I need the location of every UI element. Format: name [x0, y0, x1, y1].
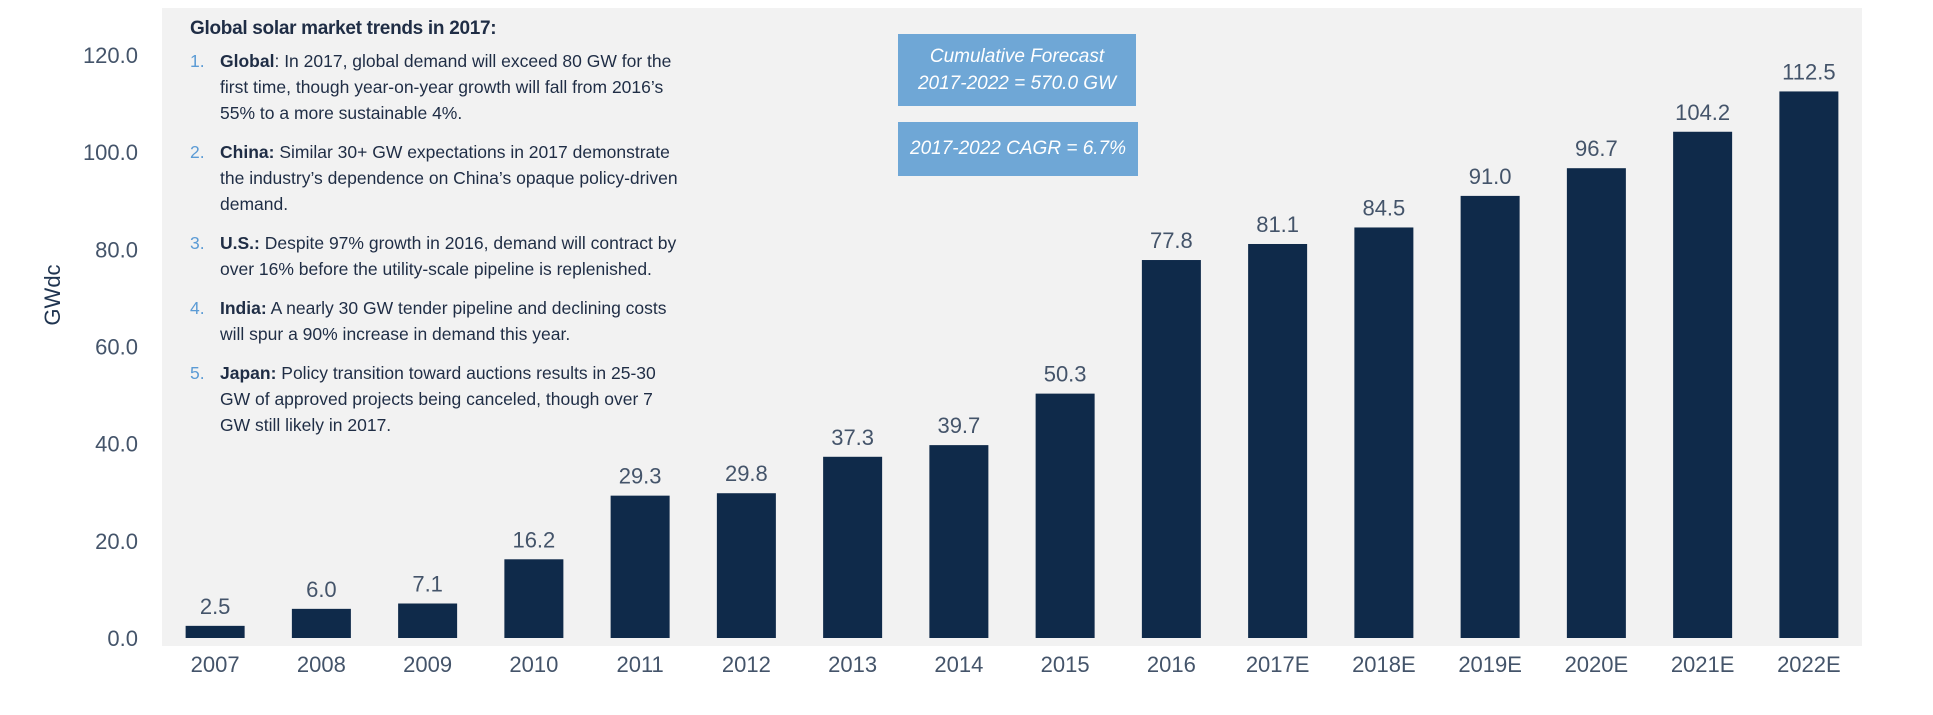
y-axis-ticks: 0.0 20.0 40.0 60.0 80.0 100.0 120.0 [83, 43, 138, 651]
bar-2010 [504, 559, 564, 638]
x-tick-label: 2013 [828, 652, 877, 677]
note-text: In 2017, global demand will exceed 80 GW… [220, 51, 672, 123]
data-label: 77.8 [1150, 228, 1193, 253]
data-label: 29.3 [619, 464, 662, 489]
x-tick-label: 2008 [297, 652, 346, 677]
data-label: 29.8 [725, 461, 768, 486]
x-tick-label: 2016 [1147, 652, 1196, 677]
y-axis-label: GWdc [40, 264, 65, 325]
x-tick-label: 2012 [722, 652, 771, 677]
x-tick-label: 2010 [509, 652, 558, 677]
note-number: 5. [190, 363, 205, 383]
note-item-india: 4. India: A nearly 30 GW tender pipeline … [190, 295, 680, 347]
data-label: 39.7 [937, 413, 980, 438]
bar-2011 [610, 495, 670, 638]
bar-2009 [398, 603, 458, 638]
note-separator: : [274, 51, 285, 71]
note-heading: Global [220, 51, 275, 71]
forecast-callout-line2: 2017-2022 = 570.0 GW [917, 73, 1117, 94]
data-label: 37.3 [831, 425, 874, 450]
note-item-japan: 5. Japan: Policy transition toward auctio… [190, 360, 680, 438]
x-tick-label: 2019E [1458, 652, 1522, 677]
data-label: 84.5 [1362, 195, 1405, 220]
bar-2014 [929, 445, 989, 638]
bar-2019e [1460, 195, 1520, 638]
bar-2016 [1141, 260, 1201, 638]
note-text: A nearly 30 GW tender pipeline and decli… [220, 298, 667, 344]
data-label: 16.2 [512, 527, 555, 552]
bar-2013 [823, 456, 883, 638]
x-tick-label: 2018E [1352, 652, 1416, 677]
x-tick-label: 2011 [616, 652, 663, 677]
bar-2021e [1673, 131, 1733, 639]
note-number: 2. [190, 142, 205, 162]
x-tick-label: 2022E [1777, 652, 1841, 677]
y-tick-label: 80.0 [95, 237, 138, 262]
data-label: 91.0 [1469, 164, 1512, 189]
note-heading: India: [220, 298, 267, 318]
y-tick-label: 40.0 [95, 432, 138, 457]
data-labels: 2.5 6.0 7.1 16.2 29.3 29.8 37.3 39.7 50.3 77.8 81.… [200, 59, 1836, 618]
data-label: 112.5 [1782, 59, 1835, 84]
x-tick-label: 2009 [403, 652, 452, 677]
data-label: 7.1 [412, 572, 443, 597]
x-tick-label: 2020E [1565, 652, 1629, 677]
x-tick-label: 2015 [1041, 652, 1090, 677]
y-tick-label: 100.0 [83, 140, 138, 165]
x-tick-label: 2014 [934, 652, 983, 677]
bars [185, 91, 1839, 639]
note-heading: China: [220, 142, 275, 162]
note-text: Despite 97% growth in 2016, demand will … [220, 233, 677, 279]
x-axis-ticks: 2007 2008 2009 2010 2011 2012 2013 2014 2015 2016… [191, 652, 1841, 677]
note-item-global: 1. Global: In 2017, global demand will ex… [190, 48, 680, 126]
note-text: Policy transition toward auctions result… [220, 363, 656, 435]
market-trends-notes: Global solar market trends in 2017: 1. Gl… [190, 18, 680, 451]
data-label: 50.3 [1044, 362, 1087, 387]
y-tick-label: 120.0 [83, 43, 138, 68]
note-heading: U.S.: [220, 233, 260, 253]
data-label: 96.7 [1575, 136, 1618, 161]
note-number: 3. [190, 233, 205, 253]
data-label: 2.5 [200, 594, 231, 619]
bar-2012 [716, 493, 776, 638]
data-label: 81.1 [1256, 212, 1299, 237]
note-number: 1. [190, 51, 205, 71]
data-label: 104.2 [1675, 100, 1730, 125]
y-tick-label: 60.0 [95, 335, 138, 360]
note-heading: Japan: [220, 363, 277, 383]
y-tick-label: 0.0 [107, 626, 138, 651]
note-number: 4. [190, 298, 205, 318]
note-item-china: 2. China: Similar 30+ GW expectations in … [190, 139, 680, 217]
notes-title: Global solar market trends in 2017: [190, 18, 497, 39]
note-text: Similar 30+ GW expectations in 2017 demo… [220, 142, 678, 214]
x-tick-label: 2021E [1671, 652, 1735, 677]
bar-2017e [1248, 243, 1308, 638]
notes-list: 1. Global: In 2017, global demand will ex… [190, 48, 680, 438]
x-tick-label: 2017E [1246, 652, 1310, 677]
data-label: 6.0 [306, 577, 337, 602]
bar-2020e [1566, 168, 1626, 639]
x-tick-label: 2007 [191, 652, 240, 677]
y-tick-label: 20.0 [95, 529, 138, 554]
bar-2022e [1779, 91, 1839, 638]
bar-2007 [185, 625, 245, 638]
bar-2008 [291, 608, 351, 638]
bar-2015 [1035, 393, 1095, 638]
bar-2018e [1354, 227, 1414, 639]
cagr-callout: 2017-2022 CAGR = 6.7% [898, 122, 1138, 176]
note-item-us: 3. U.S.: Despite 97% growth in 2016, dema… [190, 230, 680, 282]
forecast-callout-line1: Cumulative Forecast [929, 46, 1105, 67]
cumulative-forecast-callout: Cumulative Forecast 2017-2022 = 570.0 GW [898, 34, 1136, 106]
